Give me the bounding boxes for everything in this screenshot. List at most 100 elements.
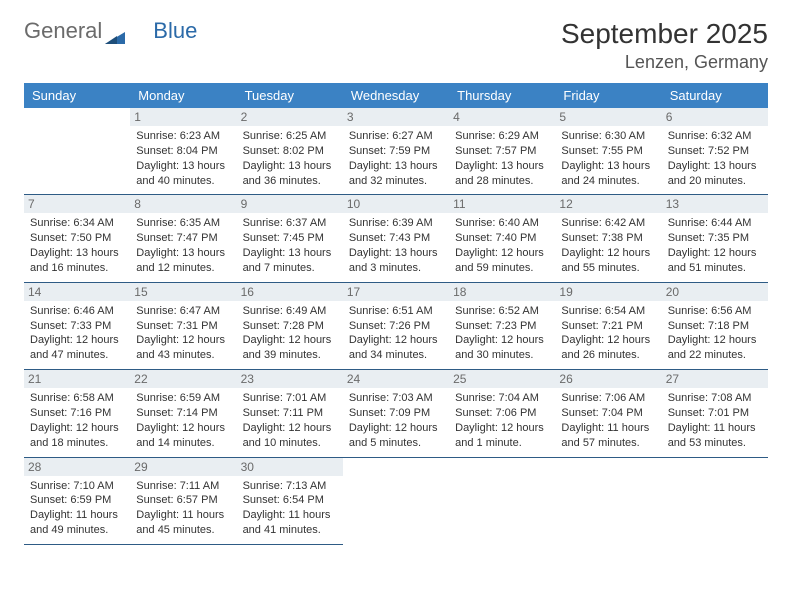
day-cell: 4 Sunrise: 6:29 AMSunset: 7:57 PMDaylight… <box>449 108 555 195</box>
brand-part1: General <box>24 18 102 44</box>
day-number: 24 <box>343 370 449 388</box>
day-info: Sunrise: 6:34 AMSunset: 7:50 PMDaylight:… <box>30 216 124 275</box>
day-cell: 19 Sunrise: 6:54 AMSunset: 7:21 PMDayligh… <box>555 282 661 369</box>
day-info: Sunrise: 7:06 AMSunset: 7:04 PMDaylight:… <box>561 391 655 450</box>
calendar-row: 14 Sunrise: 6:46 AMSunset: 7:33 PMDayligh… <box>24 282 768 369</box>
day-info: Sunrise: 7:10 AMSunset: 6:59 PMDaylight:… <box>30 479 124 538</box>
calendar-row: 21 Sunrise: 6:58 AMSunset: 7:16 PMDayligh… <box>24 370 768 457</box>
weekday-header: Monday <box>130 83 236 108</box>
logo-triangle-icon <box>105 24 125 38</box>
day-number: 14 <box>24 283 130 301</box>
day-number: 8 <box>130 195 236 213</box>
day-number: 27 <box>662 370 768 388</box>
day-info: Sunrise: 6:42 AMSunset: 7:38 PMDaylight:… <box>561 216 655 275</box>
page-title: September 2025 <box>561 18 768 50</box>
brand-part2: Blue <box>127 18 197 44</box>
day-number: 4 <box>449 108 555 126</box>
day-number: 3 <box>343 108 449 126</box>
day-cell: 22 Sunrise: 6:59 AMSunset: 7:14 PMDayligh… <box>130 370 236 457</box>
day-number: 13 <box>662 195 768 213</box>
day-cell <box>662 457 768 544</box>
day-info: Sunrise: 7:08 AMSunset: 7:01 PMDaylight:… <box>668 391 762 450</box>
day-info: Sunrise: 7:13 AMSunset: 6:54 PMDaylight:… <box>243 479 337 538</box>
day-info: Sunrise: 6:25 AMSunset: 8:02 PMDaylight:… <box>243 129 337 188</box>
day-info: Sunrise: 6:32 AMSunset: 7:52 PMDaylight:… <box>668 129 762 188</box>
day-info: Sunrise: 7:01 AMSunset: 7:11 PMDaylight:… <box>243 391 337 450</box>
day-number: 20 <box>662 283 768 301</box>
day-number: 11 <box>449 195 555 213</box>
location: Lenzen, Germany <box>561 52 768 73</box>
weekday-header: Thursday <box>449 83 555 108</box>
day-cell: 14 Sunrise: 6:46 AMSunset: 7:33 PMDayligh… <box>24 282 130 369</box>
day-cell <box>555 457 661 544</box>
title-block: September 2025 Lenzen, Germany <box>561 18 768 73</box>
day-number: 29 <box>130 458 236 476</box>
calendar-row: 1 Sunrise: 6:23 AMSunset: 8:04 PMDaylight… <box>24 108 768 195</box>
day-number: 21 <box>24 370 130 388</box>
day-info: Sunrise: 6:49 AMSunset: 7:28 PMDaylight:… <box>243 304 337 363</box>
day-cell: 29 Sunrise: 7:11 AMSunset: 6:57 PMDayligh… <box>130 457 236 544</box>
day-info: Sunrise: 6:54 AMSunset: 7:21 PMDaylight:… <box>561 304 655 363</box>
day-info: Sunrise: 6:27 AMSunset: 7:59 PMDaylight:… <box>349 129 443 188</box>
calendar-body: 1 Sunrise: 6:23 AMSunset: 8:04 PMDaylight… <box>24 108 768 544</box>
day-number: 30 <box>237 458 343 476</box>
day-info: Sunrise: 6:40 AMSunset: 7:40 PMDaylight:… <box>455 216 549 275</box>
day-info: Sunrise: 6:44 AMSunset: 7:35 PMDaylight:… <box>668 216 762 275</box>
day-cell: 25Sunrise: 7:04 AMSunset: 7:06 PMDayligh… <box>449 370 555 457</box>
day-cell: 8 Sunrise: 6:35 AMSunset: 7:47 PMDaylight… <box>130 195 236 282</box>
day-cell: 17Sunrise: 6:51 AMSunset: 7:26 PMDayligh… <box>343 282 449 369</box>
day-cell: 10 Sunrise: 6:39 AMSunset: 7:43 PMDayligh… <box>343 195 449 282</box>
day-number: 22 <box>130 370 236 388</box>
day-cell: 27 Sunrise: 7:08 AMSunset: 7:01 PMDayligh… <box>662 370 768 457</box>
day-number: 2 <box>237 108 343 126</box>
header: General Blue September 2025 Lenzen, Germ… <box>24 18 768 73</box>
day-number: 25 <box>449 370 555 388</box>
day-number: 18 <box>449 283 555 301</box>
day-number: 26 <box>555 370 661 388</box>
day-cell: 5Sunrise: 6:30 AMSunset: 7:55 PMDaylight… <box>555 108 661 195</box>
day-number: 12 <box>555 195 661 213</box>
day-number: 10 <box>343 195 449 213</box>
brand-logo: General Blue <box>24 18 197 44</box>
day-cell: 26 Sunrise: 7:06 AMSunset: 7:04 PMDayligh… <box>555 370 661 457</box>
day-cell: 12 Sunrise: 6:42 AMSunset: 7:38 PMDayligh… <box>555 195 661 282</box>
day-info: Sunrise: 6:46 AMSunset: 7:33 PMDaylight:… <box>30 304 124 363</box>
calendar-row: 7 Sunrise: 6:34 AMSunset: 7:50 PMDaylight… <box>24 195 768 282</box>
day-cell: 7 Sunrise: 6:34 AMSunset: 7:50 PMDaylight… <box>24 195 130 282</box>
day-number: 1 <box>130 108 236 126</box>
day-number: 28 <box>24 458 130 476</box>
day-cell <box>449 457 555 544</box>
calendar-row: 28 Sunrise: 7:10 AMSunset: 6:59 PMDayligh… <box>24 457 768 544</box>
day-number: 5 <box>555 108 661 126</box>
day-cell: 23Sunrise: 7:01 AMSunset: 7:11 PMDayligh… <box>237 370 343 457</box>
day-cell: 28 Sunrise: 7:10 AMSunset: 6:59 PMDayligh… <box>24 457 130 544</box>
weekday-header: Saturday <box>662 83 768 108</box>
day-info: Sunrise: 6:23 AMSunset: 8:04 PMDaylight:… <box>136 129 230 188</box>
day-info: Sunrise: 6:39 AMSunset: 7:43 PMDaylight:… <box>349 216 443 275</box>
day-info: Sunrise: 6:59 AMSunset: 7:14 PMDaylight:… <box>136 391 230 450</box>
day-info: Sunrise: 6:37 AMSunset: 7:45 PMDaylight:… <box>243 216 337 275</box>
day-cell <box>24 108 130 195</box>
day-cell: 11 Sunrise: 6:40 AMSunset: 7:40 PMDayligh… <box>449 195 555 282</box>
weekday-header: Tuesday <box>237 83 343 108</box>
day-number: 7 <box>24 195 130 213</box>
day-info: Sunrise: 7:11 AMSunset: 6:57 PMDaylight:… <box>136 479 230 538</box>
day-info: Sunrise: 6:35 AMSunset: 7:47 PMDaylight:… <box>136 216 230 275</box>
day-cell: 30 Sunrise: 7:13 AMSunset: 6:54 PMDayligh… <box>237 457 343 544</box>
day-info: Sunrise: 6:58 AMSunset: 7:16 PMDaylight:… <box>30 391 124 450</box>
day-number: 17 <box>343 283 449 301</box>
day-cell: 13 Sunrise: 6:44 AMSunset: 7:35 PMDayligh… <box>662 195 768 282</box>
day-cell: 16 Sunrise: 6:49 AMSunset: 7:28 PMDayligh… <box>237 282 343 369</box>
day-cell <box>343 457 449 544</box>
day-cell: 18 Sunrise: 6:52 AMSunset: 7:23 PMDayligh… <box>449 282 555 369</box>
day-number: 16 <box>237 283 343 301</box>
calendar-head: SundayMondayTuesdayWednesdayThursdayFrid… <box>24 83 768 108</box>
day-info: Sunrise: 6:56 AMSunset: 7:18 PMDaylight:… <box>668 304 762 363</box>
day-number: 19 <box>555 283 661 301</box>
weekday-header: Wednesday <box>343 83 449 108</box>
day-info: Sunrise: 6:52 AMSunset: 7:23 PMDaylight:… <box>455 304 549 363</box>
day-info: Sunrise: 6:29 AMSunset: 7:57 PMDaylight:… <box>455 129 549 188</box>
weekday-header: Sunday <box>24 83 130 108</box>
day-cell: 21 Sunrise: 6:58 AMSunset: 7:16 PMDayligh… <box>24 370 130 457</box>
day-info: Sunrise: 6:47 AMSunset: 7:31 PMDaylight:… <box>136 304 230 363</box>
